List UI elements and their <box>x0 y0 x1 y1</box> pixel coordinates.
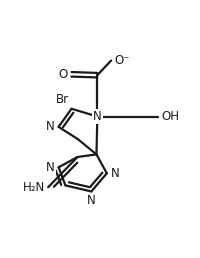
Text: N: N <box>87 194 96 207</box>
Text: N: N <box>111 167 119 180</box>
Text: N: N <box>46 120 55 133</box>
Text: N: N <box>93 110 102 123</box>
Text: Br: Br <box>56 93 69 106</box>
Text: OH: OH <box>161 110 179 123</box>
Text: H₂N: H₂N <box>23 181 45 194</box>
Text: N: N <box>46 161 55 174</box>
Text: O⁻: O⁻ <box>114 54 130 67</box>
Text: O: O <box>58 68 68 81</box>
